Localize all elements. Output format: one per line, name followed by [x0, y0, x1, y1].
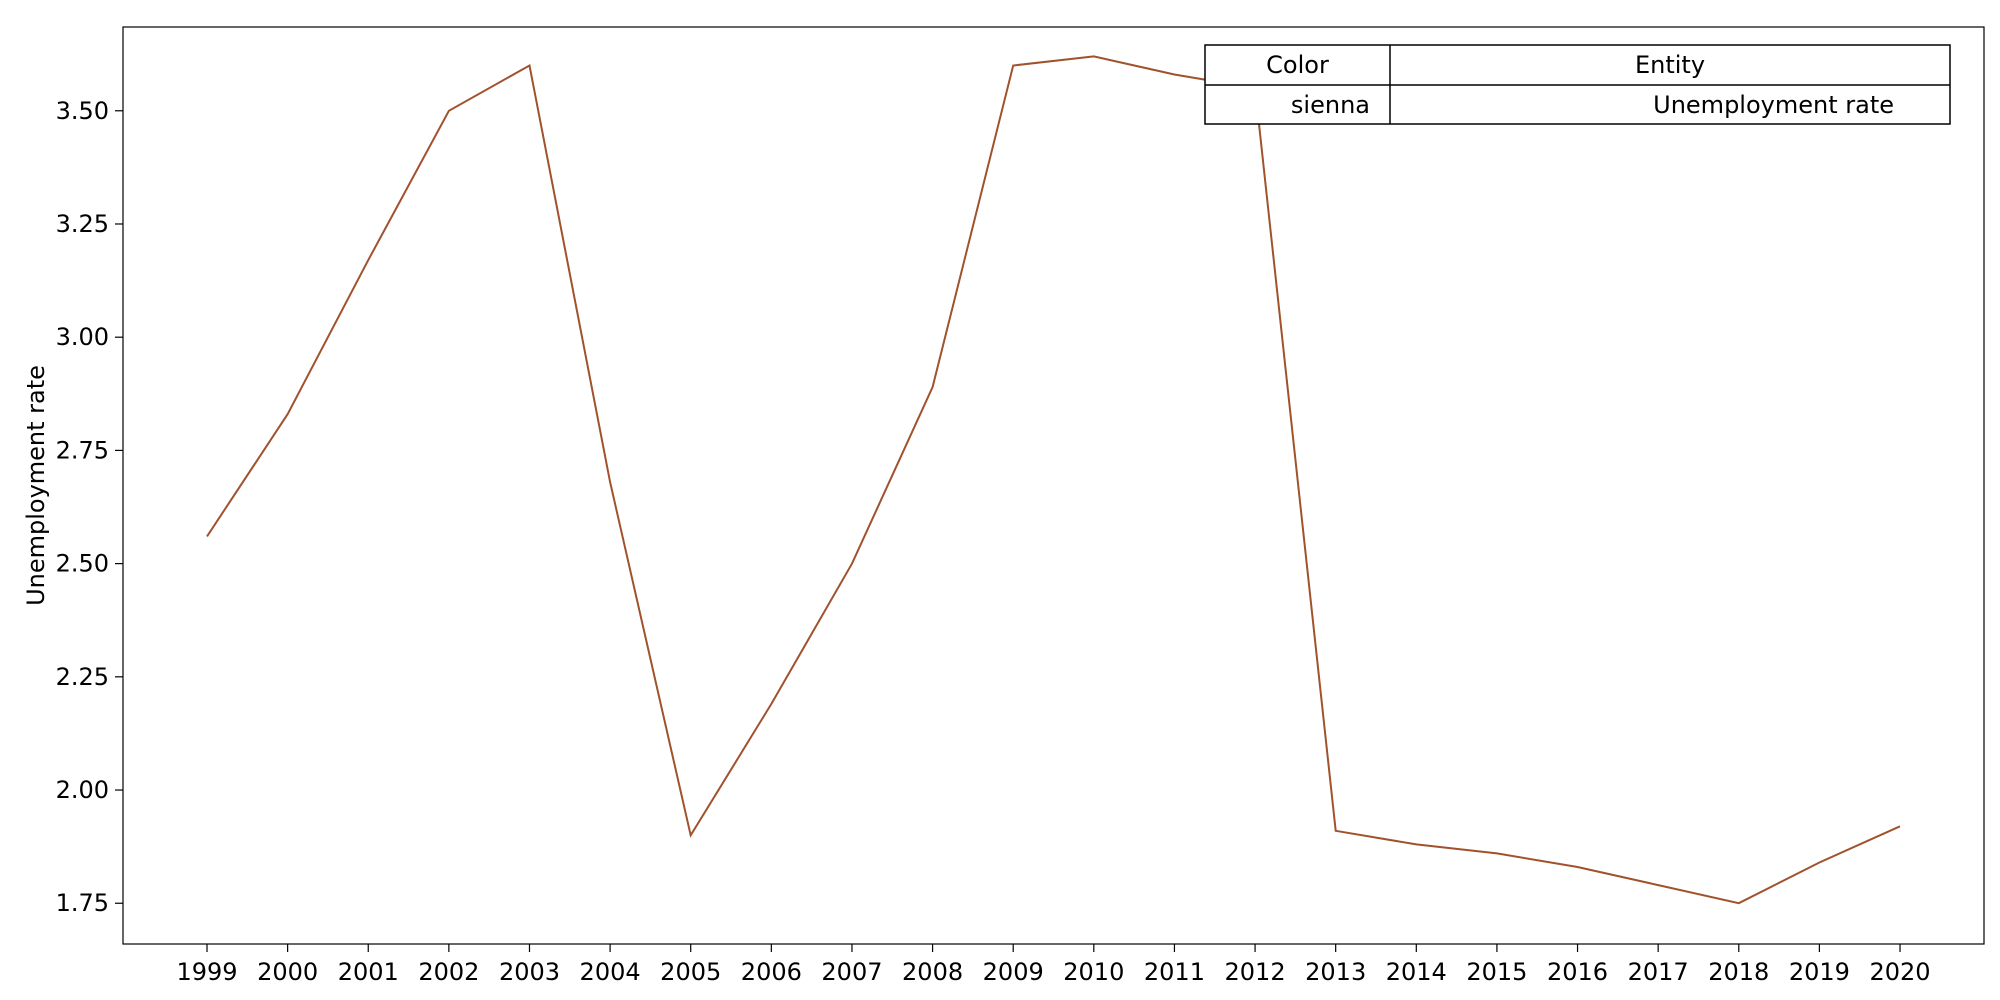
x-axis-ticks: 1999 2000 2001 2002 2003 2004 2005 2006 2007 2008… — [176, 944, 1931, 986]
y-tick-label: 2.25 — [56, 663, 109, 691]
x-tick-label: 2020 — [1869, 958, 1930, 986]
series-line-0 — [206, 55, 1901, 905]
x-tick-label: 2013 — [1305, 958, 1366, 986]
legend-row-color-name: sienna — [1291, 91, 1370, 119]
x-tick-label: 2017 — [1628, 958, 1689, 986]
legend-header-entity: Entity — [1635, 51, 1705, 79]
x-tick-label: 1999 — [176, 958, 237, 986]
x-tick-label: 2004 — [580, 958, 641, 986]
series-layer — [206, 55, 1901, 905]
y-tick-label: 2.75 — [56, 436, 109, 464]
y-tick-label: 3.50 — [56, 97, 109, 125]
x-tick-label: 2018 — [1708, 958, 1769, 986]
y-tick-label: 2.00 — [56, 776, 109, 804]
y-tick-label: 3.00 — [56, 323, 109, 351]
legend-table: Color Entity sienna Unemployment rate — [1204, 44, 1951, 125]
x-tick-label: 2016 — [1547, 958, 1608, 986]
x-tick-label: 2005 — [660, 958, 721, 986]
x-tick-label: 2015 — [1466, 958, 1527, 986]
x-tick-label: 2007 — [821, 958, 882, 986]
x-tick-label: 2002 — [418, 958, 479, 986]
y-tick-label: 1.75 — [56, 889, 109, 917]
y-axis-title: Unemployment rate — [22, 365, 50, 606]
x-tick-label: 2014 — [1386, 958, 1447, 986]
y-axis-ticks: 1.75 2.00 2.25 2.50 2.75 3.00 3.25 3.50 — [56, 97, 123, 917]
y-tick-label: 3.25 — [56, 210, 109, 238]
x-tick-label: 2003 — [499, 958, 560, 986]
x-tick-label: 2006 — [741, 958, 802, 986]
x-tick-label: 2000 — [257, 958, 318, 986]
x-tick-label: 2001 — [338, 958, 399, 986]
y-tick-label: 2.50 — [56, 550, 109, 578]
legend-row-entity: Unemployment rate — [1653, 91, 1894, 119]
x-tick-label: 2008 — [902, 958, 963, 986]
plot-frame — [122, 26, 1985, 945]
x-tick-label: 2010 — [1063, 958, 1124, 986]
legend-header-color: Color — [1266, 51, 1329, 79]
x-tick-label: 2009 — [983, 958, 1044, 986]
x-tick-label: 2011 — [1144, 958, 1205, 986]
x-tick-label: 2019 — [1789, 958, 1850, 986]
x-tick-label: 2012 — [1225, 958, 1286, 986]
